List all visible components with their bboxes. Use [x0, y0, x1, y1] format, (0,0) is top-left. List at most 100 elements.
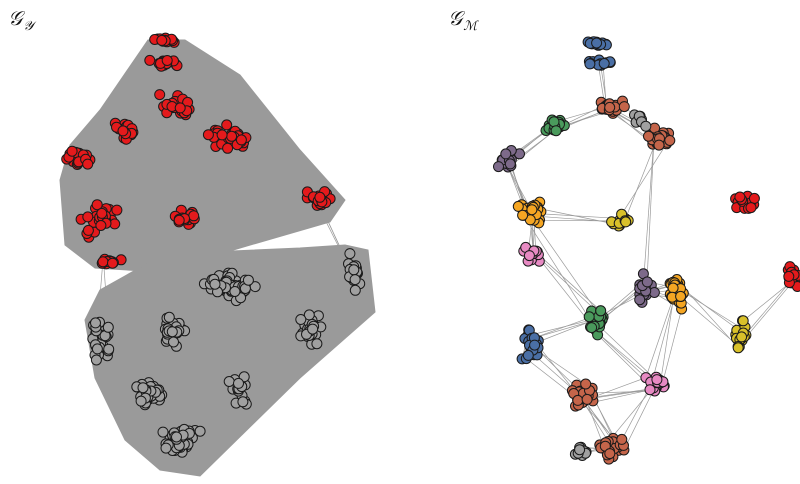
- node: [604, 101, 616, 113]
- edge: [510, 129, 556, 167]
- node: [90, 317, 101, 329]
- node: [235, 134, 247, 146]
- node: [640, 120, 652, 132]
- node: [643, 130, 654, 142]
- node: [216, 129, 228, 141]
- panel-label-gy-main: 𝒢: [8, 6, 23, 30]
- node: [591, 37, 603, 49]
- node: [675, 290, 687, 302]
- node: [229, 286, 241, 297]
- node: [156, 34, 168, 46]
- node: [102, 321, 114, 333]
- node: [82, 224, 94, 236]
- node: [580, 378, 592, 390]
- left-network-nodes: [61, 32, 366, 458]
- node: [82, 211, 94, 223]
- node: [732, 342, 744, 354]
- right-network-nodes: [493, 36, 800, 465]
- panel-label-gm: 𝒢ℳ: [448, 6, 477, 34]
- node: [82, 158, 94, 170]
- edge: [559, 107, 603, 121]
- node: [173, 214, 185, 226]
- node: [550, 125, 562, 137]
- node: [620, 216, 632, 228]
- node: [512, 200, 524, 212]
- node: [581, 393, 593, 405]
- node: [209, 278, 221, 290]
- node: [137, 382, 149, 394]
- node: [135, 395, 147, 407]
- node: [111, 204, 123, 216]
- panel-label-gy-sub: 𝒴: [23, 19, 34, 34]
- edge: [523, 215, 595, 327]
- node: [90, 354, 102, 366]
- node: [734, 191, 746, 203]
- node: [548, 116, 560, 128]
- edge: [507, 166, 532, 210]
- node: [295, 314, 307, 325]
- edge: [100, 225, 109, 328]
- panel-label-gm-sub: ℳ: [463, 19, 478, 34]
- node: [97, 256, 109, 268]
- node: [157, 426, 169, 438]
- edge: [660, 298, 674, 383]
- node: [572, 394, 584, 406]
- node: [221, 119, 233, 131]
- node: [783, 270, 795, 282]
- node: [91, 199, 103, 211]
- node: [163, 311, 175, 323]
- node: [242, 274, 254, 286]
- node: [311, 338, 323, 350]
- node: [166, 326, 178, 338]
- node: [641, 276, 653, 288]
- node: [233, 377, 244, 389]
- edge: [645, 132, 655, 295]
- node: [194, 425, 206, 437]
- node: [202, 129, 214, 141]
- panel-label-gm-main: 𝒢: [448, 6, 463, 30]
- node: [634, 294, 646, 306]
- node: [583, 311, 595, 323]
- node: [307, 323, 319, 335]
- node: [107, 257, 118, 269]
- node: [653, 139, 665, 151]
- node: [595, 305, 607, 317]
- node: [667, 282, 679, 294]
- node: [748, 192, 760, 204]
- node: [616, 433, 628, 445]
- node: [526, 204, 538, 216]
- node: [348, 264, 360, 276]
- node: [95, 220, 107, 231]
- node: [574, 444, 586, 456]
- node: [736, 331, 748, 343]
- left-network-graph: [59, 32, 376, 477]
- node: [493, 161, 504, 173]
- node: [500, 148, 512, 160]
- node: [222, 142, 234, 154]
- node: [344, 248, 356, 260]
- node: [604, 448, 616, 460]
- node: [504, 158, 516, 170]
- edge: [538, 254, 601, 312]
- node: [188, 210, 200, 222]
- node: [223, 376, 235, 387]
- right-network-graph: [493, 36, 800, 465]
- node: [160, 442, 172, 454]
- node: [103, 343, 115, 355]
- node: [171, 431, 182, 443]
- node: [517, 209, 529, 221]
- edge: [534, 219, 620, 222]
- node: [618, 101, 630, 113]
- node: [644, 384, 656, 396]
- node: [226, 130, 238, 142]
- edge-hull-0: [59, 39, 346, 273]
- right-network-edges: [498, 41, 799, 460]
- node: [523, 250, 535, 262]
- node: [349, 274, 361, 286]
- edge: [679, 282, 739, 349]
- edge: [529, 215, 601, 318]
- edge: [662, 308, 682, 382]
- node: [529, 339, 541, 351]
- node: [237, 396, 249, 408]
